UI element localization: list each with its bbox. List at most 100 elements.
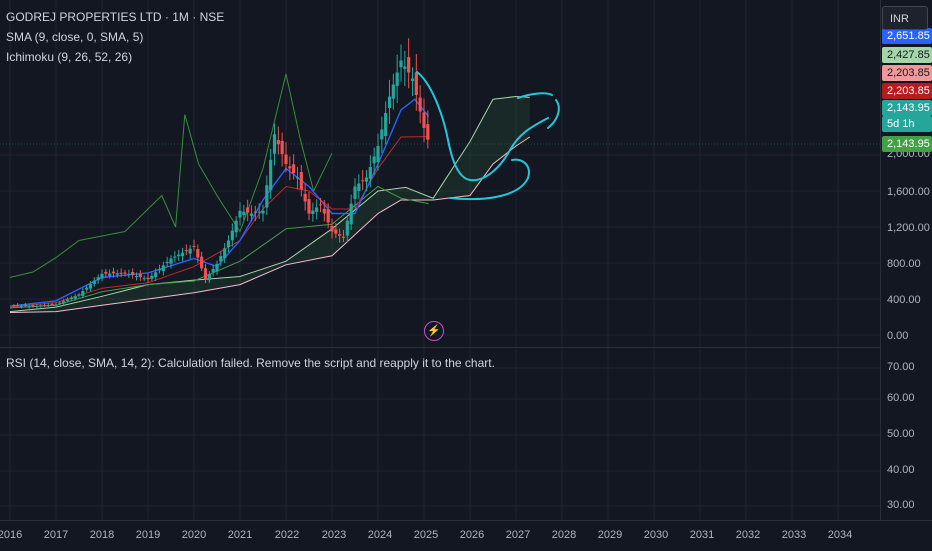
candle-body: [31, 305, 35, 307]
drawn-hook: [547, 99, 560, 129]
candle-body: [345, 220, 349, 236]
candle-body: [88, 284, 93, 289]
candle-body: [311, 210, 315, 214]
candle-body: [42, 305, 47, 307]
kijun-line: [9, 185, 429, 309]
year-label: 2031: [689, 529, 715, 541]
candle-body: [288, 166, 292, 169]
candle-body: [200, 256, 204, 269]
candle-body: [12, 305, 16, 307]
candle-body: [349, 203, 353, 225]
candle-body: [219, 256, 223, 262]
candle-body: [330, 225, 334, 232]
candle-body: [338, 234, 342, 236]
candle-body: [35, 305, 39, 307]
price-tag: 2,203.85: [882, 83, 932, 99]
candle-body: [368, 167, 372, 179]
candle-body: [177, 254, 181, 257]
candle-body: [257, 211, 261, 213]
candle-body: [92, 280, 96, 284]
price-axis[interactable]: 2,000.00 1,600.00 1,200.00 800.00 400.00…: [880, 0, 932, 520]
candle-body: [73, 296, 77, 299]
candle-body: [100, 273, 104, 279]
candle-body: [280, 140, 284, 155]
user-drawings[interactable]: [416, 71, 560, 201]
candle-body: [299, 172, 303, 190]
candle-body: [211, 269, 215, 273]
candle-body: [215, 263, 219, 272]
countdown-tag: 5d 1h: [882, 116, 932, 132]
candle-body: [418, 97, 422, 112]
leading-span-b: [9, 136, 531, 313]
candle-body: [77, 294, 81, 296]
candle-body: [403, 66, 407, 69]
sma-legend[interactable]: SMA (9, close, 0, SMA, 5): [6, 30, 144, 44]
price-tag: 2,143.95: [882, 136, 932, 152]
candle-body: [46, 305, 50, 307]
candle-body: [226, 240, 231, 248]
price-chart[interactable]: [0, 0, 880, 520]
candle-body: [19, 305, 24, 307]
lightning-icon[interactable]: ⚡: [424, 321, 444, 341]
candle-body: [334, 229, 338, 234]
candles: [12, 38, 430, 309]
candle-body: [384, 113, 388, 137]
drawn-curve-lower: [449, 158, 530, 201]
candle-body: [361, 180, 365, 182]
candle-body: [372, 156, 376, 164]
year-label: 2023: [321, 529, 347, 541]
chart-area[interactable]: GODREJ PROPERTIES LTD · 1M · NSE SMA (9,…: [0, 0, 880, 520]
candle-body: [119, 272, 123, 274]
pane-separator[interactable]: [0, 347, 880, 348]
year-label: 2018: [89, 529, 115, 541]
currency-button[interactable]: INR: [882, 6, 928, 30]
candle-body: [242, 211, 246, 216]
candle-body: [307, 199, 311, 214]
year-label: 2030: [643, 529, 669, 541]
candle-body: [54, 304, 58, 306]
candle-body: [322, 208, 326, 214]
year-label: 2025: [413, 529, 439, 541]
candle-body: [196, 249, 200, 258]
candle-body: [326, 209, 330, 223]
year-label: 2026: [459, 529, 485, 541]
rsi-error-message: RSI (14, close, SMA, 14, 2): Calculation…: [6, 356, 495, 370]
year-label: 2032: [735, 529, 761, 541]
year-label: 2027: [505, 529, 531, 541]
candle-body: [115, 273, 119, 275]
candle-body: [269, 159, 273, 191]
drawn-curve-upper: [416, 71, 549, 182]
candle-body: [81, 291, 85, 296]
candle-body: [380, 129, 384, 140]
candle-body: [65, 299, 70, 301]
time-axis[interactable]: 2016 2017 2018 2019 2020 2021 2022 2023 …: [0, 520, 932, 551]
price-tick: 400.00: [887, 294, 921, 306]
candle-body: [203, 268, 208, 280]
tenkan-line: [9, 136, 429, 308]
candle-body: [261, 210, 265, 214]
candle-body: [85, 287, 89, 290]
candle-body: [150, 275, 154, 279]
candle-body: [108, 273, 112, 276]
indicator-lines: [9, 73, 430, 309]
candle-body: [272, 134, 277, 154]
symbol-title[interactable]: GODREJ PROPERTIES LTD · 1M · NSE: [6, 10, 225, 24]
candle-body: [395, 72, 399, 87]
candle-body: [318, 204, 323, 206]
candle-body: [249, 213, 254, 216]
ichimoku-legend[interactable]: Ichimoku (9, 26, 52, 26): [6, 50, 133, 64]
candle-body: [131, 272, 135, 275]
candle-body: [50, 303, 54, 305]
candle-body: [410, 78, 415, 82]
candle-body: [16, 305, 20, 307]
candle-body: [391, 84, 395, 99]
lagging-span-line: [9, 73, 333, 278]
candle-body: [303, 193, 307, 202]
year-label: 2029: [597, 529, 623, 541]
candle-body: [27, 306, 31, 308]
candle-body: [422, 112, 426, 128]
year-label: 2017: [43, 529, 69, 541]
candle-body: [230, 230, 234, 241]
candle-body: [169, 258, 173, 264]
candle-body: [96, 277, 100, 281]
